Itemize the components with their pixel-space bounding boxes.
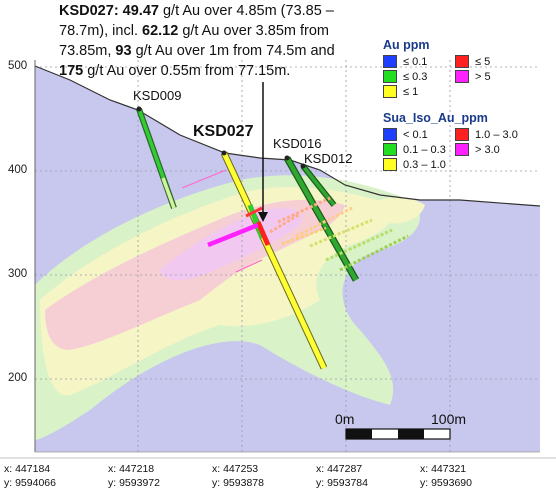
drillhole-ksd016 xyxy=(283,155,360,282)
drillhole-label-ksd012: KSD012 xyxy=(304,151,353,166)
drillhole-label-ksd009: KSD009 xyxy=(133,88,182,103)
scale-bar xyxy=(345,428,451,440)
drillhole-label-ksd016: KSD016 xyxy=(273,136,322,151)
callout-grade-4: 175 xyxy=(59,63,84,79)
scale-label-start: 0m xyxy=(335,411,355,427)
legend-iso-item: 0.3 – 1.0 xyxy=(383,158,455,171)
coordinate-tick: x: 447184 y: 9594066 xyxy=(4,463,56,489)
iso-shell-top xyxy=(160,208,303,281)
elevation-label: 400 xyxy=(8,164,28,176)
callout-grade-1: 49.47 xyxy=(122,3,159,19)
coordinate-tick: x: 447287 y: 9593784 xyxy=(316,463,368,489)
legend-au-item: > 5 xyxy=(455,70,527,83)
callout-text-2: g/t Au over 3.85m from 73.85m, xyxy=(59,23,330,59)
elevation-label: 300 xyxy=(8,268,28,280)
topography-line xyxy=(34,65,541,207)
legend-au-item: ≤ 5 xyxy=(455,55,527,68)
callout-arrow xyxy=(258,82,268,222)
legend-au-title: Au ppm xyxy=(383,38,430,52)
callout-grade-2: 62.12 xyxy=(142,23,179,39)
legend-iso: Sua_Iso_Au_ppm < 0.1 1.0 – 3.0 0.1 – 0.3… xyxy=(383,111,527,172)
drillhole-ksd027 xyxy=(220,150,328,370)
coordinate-tick: x: 447321 y: 9593690 xyxy=(420,463,472,489)
drillhole-ksd009 xyxy=(136,106,177,209)
legend-iso-item: > 3.0 xyxy=(455,143,527,156)
elevation-label: 500 xyxy=(8,60,28,72)
legend-au-item: ≤ 0.3 xyxy=(383,70,455,83)
legend-au-item: ≤ 1 xyxy=(383,85,455,98)
legend-au-ppm: Au ppm ≤ 0.1 ≤ 5 ≤ 0.3 > 5 ≤ 1 xyxy=(383,38,527,99)
coordinate-tick: x: 447218 y: 9593972 xyxy=(108,463,160,489)
callout-hole-id: KSD027 xyxy=(59,3,114,19)
callout-text-4: g/t Au over 0.55m from 77.15m. xyxy=(83,63,291,79)
callout-grade-3: 93 xyxy=(115,43,132,59)
scale-label-end: 100m xyxy=(431,411,467,427)
legend-iso-title: Sua_Iso_Au_ppm xyxy=(383,111,488,125)
legend-iso-item: 1.0 – 3.0 xyxy=(455,128,527,141)
intercept-traces xyxy=(181,169,409,273)
legend-au-item: ≤ 0.1 xyxy=(383,55,455,68)
legend-iso-item: 0.1 – 0.3 xyxy=(383,143,455,156)
iso-shell-mid xyxy=(40,187,396,396)
drillhole-label-ksd027: KSD027 xyxy=(193,123,254,140)
callout-text-1: g/t Au over 4.85m (73.85 – 78.7m), incl. xyxy=(59,3,334,39)
elevation-label: 200 xyxy=(8,372,28,384)
iso-shell-east xyxy=(368,197,425,224)
callout-colon: : xyxy=(113,3,123,19)
legend-iso-item: < 0.1 xyxy=(383,128,455,141)
intercept-callout: KSD027: 49.47 g/t Au over 4.85m (73.85 –… xyxy=(59,1,359,81)
coordinate-tick: x: 447253 y: 9593878 xyxy=(212,463,264,489)
callout-text-3: g/t Au over 1m from 74.5m and xyxy=(131,43,335,59)
